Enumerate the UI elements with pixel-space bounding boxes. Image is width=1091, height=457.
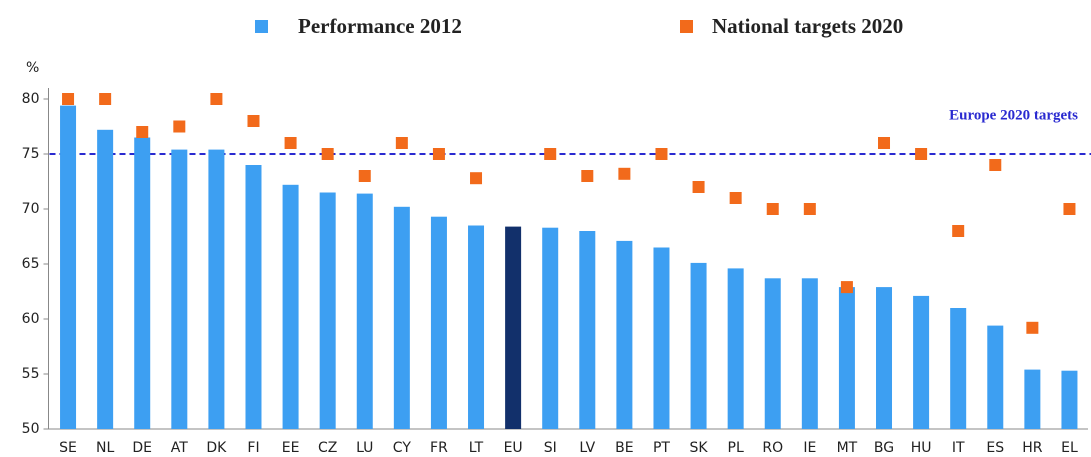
target-marker xyxy=(395,137,408,149)
legend-swatch xyxy=(255,20,268,33)
x-tick-label: IE xyxy=(803,440,816,456)
bar xyxy=(171,149,188,429)
x-tick-label: CZ xyxy=(318,440,337,456)
x-tick-label: AT xyxy=(171,440,188,456)
bar xyxy=(60,105,77,429)
x-tick-label: EE xyxy=(282,440,300,456)
target-marker xyxy=(1063,203,1076,215)
x-tick-label: DK xyxy=(206,440,227,456)
x-tick-label: ES xyxy=(986,440,1004,456)
x-tick-label: LU xyxy=(356,440,373,456)
x-tick-label: RO xyxy=(762,440,783,456)
x-tick-label: EL xyxy=(1061,440,1078,456)
bar xyxy=(579,231,596,429)
y-tick-label: 70 xyxy=(22,201,40,217)
target-marker xyxy=(766,203,779,215)
bar xyxy=(838,287,855,429)
bar xyxy=(764,278,781,429)
target-marker xyxy=(692,181,705,193)
x-tick-label: FI xyxy=(247,440,259,456)
x-tick-label: BG xyxy=(874,440,894,456)
x-tick-label: HR xyxy=(1022,440,1043,456)
bar xyxy=(134,137,151,429)
x-tick-label: LT xyxy=(469,440,484,456)
bar xyxy=(950,308,967,429)
legend-label: Performance 2012 xyxy=(298,14,462,38)
x-tick-label: EU xyxy=(504,440,523,456)
target-marker xyxy=(358,170,371,182)
bar xyxy=(876,287,893,429)
y-tick-label: 65 xyxy=(22,256,40,272)
y-axis-label: % xyxy=(26,60,39,76)
target-marker xyxy=(321,148,334,160)
x-tick-label: DE xyxy=(132,440,152,456)
target-marker xyxy=(952,225,965,237)
x-tick-label: BE xyxy=(615,440,633,456)
target-marker xyxy=(655,148,668,160)
target-marker xyxy=(803,203,816,215)
target-marker xyxy=(544,148,557,160)
bar xyxy=(245,165,262,429)
y-tick-label: 55 xyxy=(22,366,40,382)
bar xyxy=(208,149,225,429)
legend-label: National targets 2020 xyxy=(712,14,903,38)
x-tick-label: SI xyxy=(544,440,557,456)
target-marker xyxy=(1026,321,1039,334)
y-tick-label: 80 xyxy=(22,91,40,107)
target-marker xyxy=(729,192,742,204)
x-tick-label: PT xyxy=(653,440,670,456)
target-marker xyxy=(136,126,149,138)
bar xyxy=(542,227,559,429)
target-marker xyxy=(284,137,297,149)
x-tick-label: SE xyxy=(59,440,77,456)
bar xyxy=(430,216,447,429)
reference-label: Europe 2020 targets xyxy=(949,107,1078,123)
x-tick-label: NL xyxy=(96,440,114,456)
target-marker xyxy=(62,93,75,105)
bar xyxy=(393,206,410,429)
bar xyxy=(97,129,114,430)
target-marker xyxy=(989,159,1002,171)
bar xyxy=(356,193,373,429)
target-marker xyxy=(840,281,853,294)
bar xyxy=(913,295,930,429)
x-tick-label: MT xyxy=(837,440,858,456)
bar xyxy=(616,240,633,429)
target-marker xyxy=(210,93,223,105)
bar xyxy=(653,247,670,429)
target-marker xyxy=(247,115,260,127)
x-tick-label: HU xyxy=(911,440,932,456)
target-marker xyxy=(878,137,891,149)
target-marker xyxy=(581,170,594,182)
bar xyxy=(987,325,1004,429)
y-tick-label: 75 xyxy=(22,146,40,162)
target-marker xyxy=(99,93,112,105)
x-tick-label: LV xyxy=(579,440,595,456)
x-tick-label: IT xyxy=(952,440,965,456)
bar xyxy=(727,268,744,429)
y-tick-label: 50 xyxy=(22,421,40,437)
y-tick-label: 60 xyxy=(22,311,40,327)
x-tick-label: SK xyxy=(690,440,709,456)
bar xyxy=(505,226,522,429)
legend-swatch xyxy=(680,20,693,33)
x-tick-label: FR xyxy=(430,440,448,456)
target-marker xyxy=(470,172,483,185)
bar xyxy=(319,192,336,429)
target-marker xyxy=(432,148,445,160)
bar xyxy=(690,262,707,429)
bar xyxy=(282,184,299,429)
target-marker xyxy=(915,148,928,160)
target-marker xyxy=(173,120,186,133)
bar xyxy=(801,278,818,429)
target-marker xyxy=(618,167,631,180)
x-tick-label: PL xyxy=(728,440,744,456)
bar xyxy=(1061,370,1078,429)
bar xyxy=(468,225,485,429)
bar xyxy=(1024,369,1041,429)
x-tick-label: CY xyxy=(393,440,412,456)
